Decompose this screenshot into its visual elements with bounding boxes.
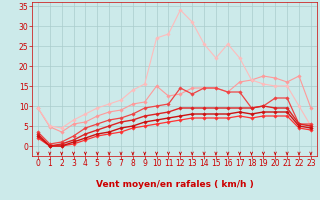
X-axis label: Vent moyen/en rafales ( km/h ): Vent moyen/en rafales ( km/h ) xyxy=(96,180,253,189)
